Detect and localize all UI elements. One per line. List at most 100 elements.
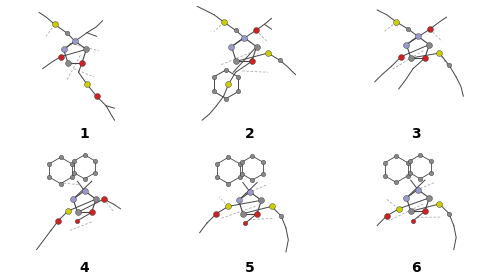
Point xyxy=(88,210,96,215)
Point xyxy=(234,89,242,94)
Point xyxy=(425,196,433,200)
Point xyxy=(212,211,220,216)
Point xyxy=(70,159,78,163)
Point xyxy=(421,209,429,213)
Point xyxy=(407,209,415,213)
Point xyxy=(100,197,108,201)
Point xyxy=(407,56,415,60)
Point xyxy=(248,59,256,64)
Point xyxy=(248,178,256,182)
Point xyxy=(224,204,232,209)
Text: 6: 6 xyxy=(410,261,420,275)
Point xyxy=(78,61,86,65)
Point xyxy=(268,204,276,209)
Point xyxy=(258,198,266,203)
Text: 2: 2 xyxy=(245,127,255,141)
Point xyxy=(436,202,444,206)
Point xyxy=(92,94,100,98)
Point xyxy=(56,181,64,186)
Point xyxy=(91,159,99,163)
Point xyxy=(409,218,417,223)
Text: 3: 3 xyxy=(410,127,420,141)
Point xyxy=(64,209,72,213)
Point xyxy=(210,89,218,94)
Point xyxy=(239,211,247,216)
Point xyxy=(445,63,453,67)
Point xyxy=(224,155,232,160)
Point xyxy=(83,82,91,86)
Point xyxy=(252,44,260,49)
Point xyxy=(222,96,230,101)
Point xyxy=(74,218,82,223)
Point xyxy=(392,154,400,158)
Point xyxy=(224,82,232,86)
Point xyxy=(416,153,424,157)
Point xyxy=(404,160,411,165)
Point xyxy=(381,160,389,165)
Point xyxy=(406,159,414,163)
Point xyxy=(56,54,64,59)
Point xyxy=(426,159,434,163)
Point xyxy=(80,177,88,181)
Point xyxy=(277,214,285,218)
Point xyxy=(50,22,58,27)
Point xyxy=(45,162,53,166)
Point xyxy=(69,197,77,201)
Point xyxy=(445,211,453,216)
Point xyxy=(436,51,444,55)
Point xyxy=(248,154,256,158)
Point xyxy=(210,75,218,79)
Point xyxy=(232,59,240,64)
Point xyxy=(224,181,232,186)
Point xyxy=(425,42,433,47)
Text: 5: 5 xyxy=(245,261,255,275)
Point xyxy=(70,171,78,175)
Text: 1: 1 xyxy=(80,127,90,141)
Point xyxy=(60,47,68,52)
Point xyxy=(92,197,100,201)
Point xyxy=(402,196,410,200)
Point xyxy=(234,75,242,79)
Point xyxy=(74,210,82,215)
Point xyxy=(91,171,99,175)
Point xyxy=(80,189,88,193)
Point xyxy=(404,27,412,31)
Point xyxy=(234,198,242,203)
Point xyxy=(416,177,424,181)
Point xyxy=(228,44,235,49)
Point xyxy=(54,218,62,223)
Point xyxy=(406,171,414,175)
Point xyxy=(259,172,267,176)
Point xyxy=(222,68,230,72)
Point xyxy=(414,34,422,39)
Point xyxy=(238,160,246,164)
Point xyxy=(421,56,429,60)
Point xyxy=(64,61,72,65)
Point xyxy=(56,155,64,160)
Point xyxy=(220,20,228,24)
Point xyxy=(259,160,267,164)
Point xyxy=(62,30,70,35)
Point xyxy=(426,27,434,31)
Point xyxy=(241,221,249,225)
Point xyxy=(382,214,390,218)
Point xyxy=(252,28,260,33)
Point xyxy=(68,162,76,166)
Point xyxy=(213,162,221,166)
Point xyxy=(80,153,88,157)
Point xyxy=(426,171,434,175)
Point xyxy=(240,35,248,40)
Point xyxy=(404,174,411,178)
Point xyxy=(236,162,244,166)
Point xyxy=(264,51,272,55)
Point xyxy=(392,180,400,185)
Point xyxy=(394,206,402,211)
Point xyxy=(71,39,79,43)
Point xyxy=(253,211,261,216)
Point xyxy=(232,28,239,33)
Point xyxy=(397,54,405,59)
Point xyxy=(381,174,389,178)
Point xyxy=(68,175,76,179)
Point xyxy=(276,58,284,62)
Point xyxy=(236,175,244,179)
